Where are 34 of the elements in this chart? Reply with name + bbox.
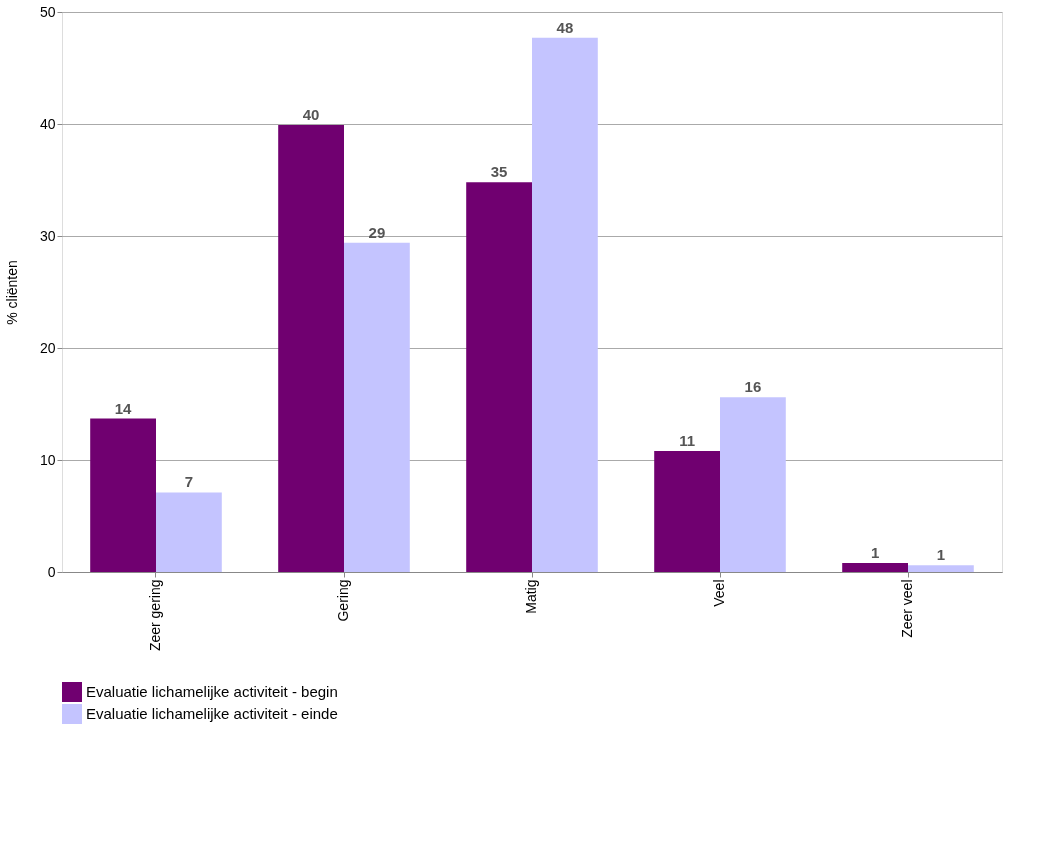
bar: [720, 397, 786, 572]
y-axis-title: % cliënten: [3, 260, 20, 325]
bar: [654, 451, 720, 572]
y-tick-label: 10: [39, 451, 56, 468]
x-tick-label: Gering: [335, 579, 351, 622]
y-tick-label: 0: [47, 563, 56, 580]
bar: [278, 125, 344, 572]
legend-label: Evaluatie lichamelijke activiteit - begin: [86, 683, 338, 700]
bar: [532, 37, 598, 572]
data-label: 35: [490, 163, 508, 181]
bar: [344, 242, 410, 572]
data-label: 1: [936, 546, 946, 564]
y-tick-label: 20: [39, 339, 56, 356]
data-label: 14: [114, 399, 133, 417]
data-label: 29: [368, 223, 386, 241]
data-label: 40: [302, 106, 320, 124]
y-tick-label: 30: [39, 227, 56, 244]
data-label: 48: [556, 18, 574, 36]
data-label: 16: [744, 378, 762, 396]
x-tick-label: Zeer veel: [899, 579, 915, 638]
y-tick-label: 40: [39, 115, 56, 132]
bar: [466, 182, 532, 572]
x-tick-label: Zeer gering: [147, 579, 163, 652]
data-label: 1: [870, 544, 880, 562]
bar: [908, 565, 974, 572]
bar: [156, 492, 222, 572]
x-tick-label: Matig: [523, 579, 539, 614]
bar: [842, 563, 908, 572]
data-label: 11: [679, 432, 696, 450]
legend-label: Evaluatie lichamelijke activiteit - einde: [86, 705, 338, 722]
y-tick-label: 50: [39, 3, 56, 20]
bar: [90, 418, 156, 572]
x-tick-label: Veel: [711, 579, 727, 607]
data-label: 7: [184, 473, 194, 491]
